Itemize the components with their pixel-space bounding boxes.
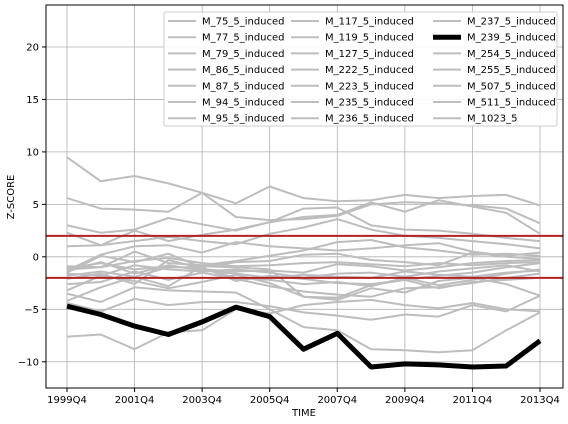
grid xyxy=(46,5,563,388)
legend-label: M_236_5_induced xyxy=(325,114,414,125)
legend-label: M_255_5_induced xyxy=(467,65,556,76)
y-tick-label: −10 xyxy=(18,357,39,368)
x-tick-label: 2007Q4 xyxy=(317,395,357,406)
series-line-m-255-5-induced xyxy=(66,286,541,354)
series-line-m-79-5-induced xyxy=(66,199,541,235)
series-lines xyxy=(66,156,542,370)
x-tick-label: 2001Q4 xyxy=(115,395,155,406)
series-line-m-237-5-induced xyxy=(66,273,541,301)
x-axis-label: TIME xyxy=(291,408,316,419)
legend-label: M_507_5_induced xyxy=(467,81,556,92)
y-tick-label: 20 xyxy=(26,42,39,53)
series-line-m-1023-5 xyxy=(66,256,541,269)
series-line-m-254-5-induced xyxy=(66,294,541,321)
legend-label: M_127_5_induced xyxy=(325,49,414,60)
y-axis-ticks: −10 −5 0 5 10 15 20 xyxy=(18,42,46,368)
y-tick-label: −5 xyxy=(24,305,39,316)
series-line-m-239-5-induced xyxy=(66,303,542,370)
series-line-m-86-5-induced xyxy=(66,206,541,247)
y-axis-label: Z-SCORE xyxy=(6,175,17,220)
series-line-m-75-5-induced xyxy=(66,156,541,207)
x-tick-label: 2003Q4 xyxy=(182,395,222,406)
y-tick-label: 15 xyxy=(26,95,39,106)
legend-label: M_237_5_induced xyxy=(467,17,556,28)
plot-frame xyxy=(45,4,564,389)
x-tick-label: 2005Q4 xyxy=(250,395,290,406)
legend-label: M_86_5_induced xyxy=(202,65,285,76)
series-line-m-87-5-induced xyxy=(66,218,541,250)
y-tick-label: 10 xyxy=(26,147,39,158)
series-line-m-507-5-induced xyxy=(66,298,541,351)
legend-label: M_75_5_induced xyxy=(202,17,285,28)
series-line-m-511-5-induced xyxy=(66,261,541,279)
x-axis-ticks: 1999Q4 2001Q4 2003Q4 2005Q4 2007Q4 2009Q4 2011… xyxy=(47,388,560,406)
series-line-m-223-5-induced xyxy=(66,259,541,288)
x-tick-label: 2013Q4 xyxy=(520,395,560,406)
legend-label: M_254_5_induced xyxy=(467,49,556,60)
series-line-m-95-5-induced xyxy=(66,239,541,271)
legend-label: M_119_5_induced xyxy=(325,33,414,44)
series-line-m-94-5-induced xyxy=(66,241,541,272)
legend-label: M_1023_5 xyxy=(467,114,517,125)
legend-label: M_222_5_induced xyxy=(325,65,414,76)
legend-label: M_235_5_induced xyxy=(325,98,414,109)
x-tick-label: 2011Q4 xyxy=(453,395,493,406)
legend-label: M_87_5_induced xyxy=(202,81,285,92)
legend-label: M_511_5_induced xyxy=(467,98,556,109)
x-tick-label: 2009Q4 xyxy=(385,395,425,406)
y-tick-label: 0 xyxy=(33,252,39,263)
legend-label: M_223_5_induced xyxy=(325,81,414,92)
legend-label: M_117_5_induced xyxy=(325,17,414,28)
legend-label: M_239_5_induced xyxy=(467,33,556,44)
legend: M_75_5_induced M_77_5_induced M_79_5_induc… xyxy=(163,11,558,127)
y-tick-label: 5 xyxy=(33,200,39,211)
legend-label: M_79_5_induced xyxy=(202,49,285,60)
legend-label: M_95_5_induced xyxy=(202,114,285,125)
legend-label: M_94_5_induced xyxy=(202,98,285,109)
x-tick-label: 1999Q4 xyxy=(47,395,87,406)
legend-box xyxy=(163,11,558,127)
legend-label: M_77_5_induced xyxy=(202,33,285,44)
reference-lines xyxy=(46,234,563,279)
